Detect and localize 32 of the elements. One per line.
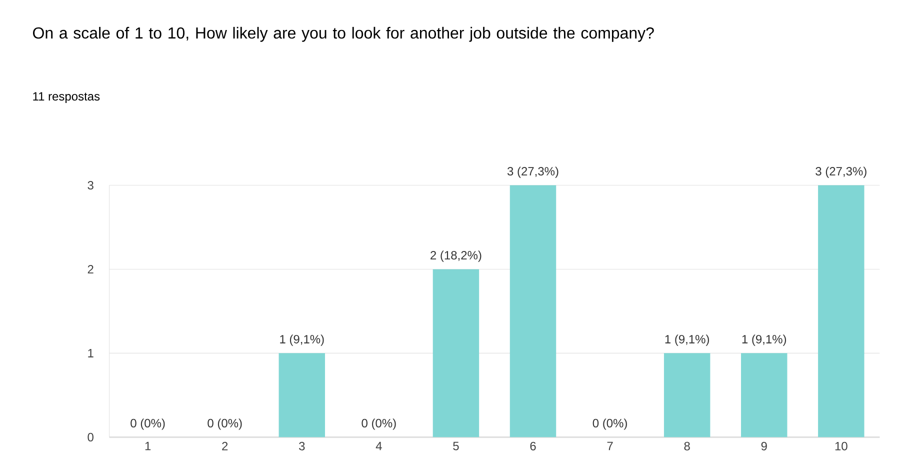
bar	[278, 353, 326, 438]
data-label: 1 (9,1%)	[742, 334, 786, 346]
data-label: 3 (27,3%)	[816, 166, 866, 178]
data-label: 3 (27,3%)	[507, 166, 558, 178]
data-label: 0 (0%)	[130, 418, 165, 430]
data-label: 1 (9,1%)	[665, 334, 709, 346]
bar	[741, 353, 788, 438]
x-tick-label: 3	[299, 442, 305, 450]
x-tick-label: 8	[684, 442, 690, 450]
data-label: 2 (18,2%)	[430, 250, 482, 262]
bar	[432, 269, 480, 438]
data-label: 1 (9,1%)	[280, 334, 324, 346]
y-tick-label: 2	[88, 264, 94, 274]
x-tick-label: 2	[222, 442, 228, 450]
bar	[510, 185, 556, 438]
y-tick-label: 3	[88, 180, 94, 190]
bar	[664, 353, 710, 438]
x-tick-label: 9	[761, 442, 767, 450]
data-label: 0 (0%)	[208, 418, 242, 430]
x-tick-label: 7	[607, 442, 613, 450]
y-tick-label: 1	[88, 348, 94, 358]
x-tick-label: 6	[530, 442, 536, 450]
data-label: 0 (0%)	[592, 418, 627, 430]
data-label: 0 (0%)	[362, 418, 396, 430]
x-tick-label: 5	[453, 442, 459, 450]
x-tick-label: 10	[835, 442, 848, 450]
y-tick-label: 0	[88, 432, 94, 442]
x-tick-label: 1	[145, 442, 151, 450]
chart-subtitle: 11 respostas	[33, 92, 100, 103]
bar	[818, 185, 864, 438]
x-tick-label: 4	[376, 442, 382, 450]
chart-title: On a scale of 1 to 10, How likely are you to look for another job outside the company?	[33, 26, 654, 42]
